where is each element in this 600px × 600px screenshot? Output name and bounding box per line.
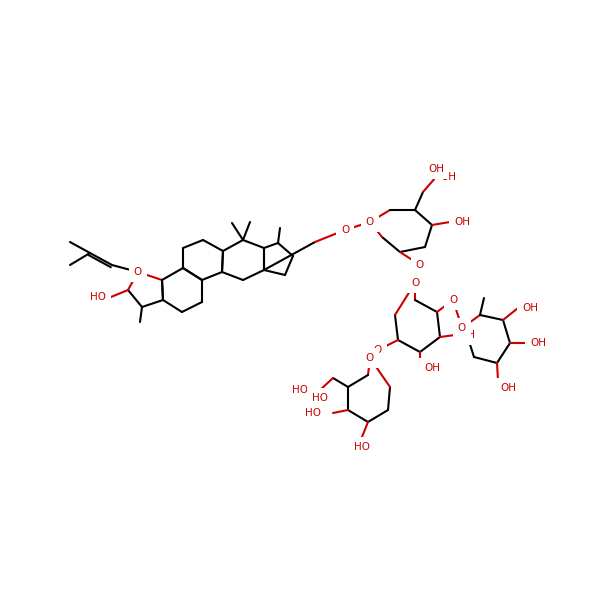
Text: OH: OH	[530, 338, 546, 348]
Text: O: O	[341, 225, 349, 235]
Text: O: O	[449, 295, 457, 305]
Text: O: O	[366, 217, 374, 227]
Text: HO: HO	[354, 442, 370, 452]
Text: O: O	[458, 323, 466, 333]
Text: OH: OH	[522, 303, 538, 313]
Text: OH: OH	[440, 172, 456, 182]
Text: HO: HO	[305, 408, 321, 418]
Text: O: O	[411, 278, 419, 288]
Text: OH: OH	[459, 330, 475, 340]
Text: OH: OH	[500, 383, 516, 393]
Text: O: O	[134, 267, 142, 277]
Text: O: O	[374, 345, 382, 355]
Text: HO: HO	[292, 385, 308, 395]
Text: OH: OH	[424, 363, 440, 373]
Text: O: O	[416, 260, 424, 270]
Text: OH: OH	[428, 164, 444, 174]
Text: HO: HO	[90, 292, 106, 302]
Text: O: O	[366, 353, 374, 363]
Text: OH: OH	[454, 217, 470, 227]
Text: HO: HO	[312, 393, 328, 403]
